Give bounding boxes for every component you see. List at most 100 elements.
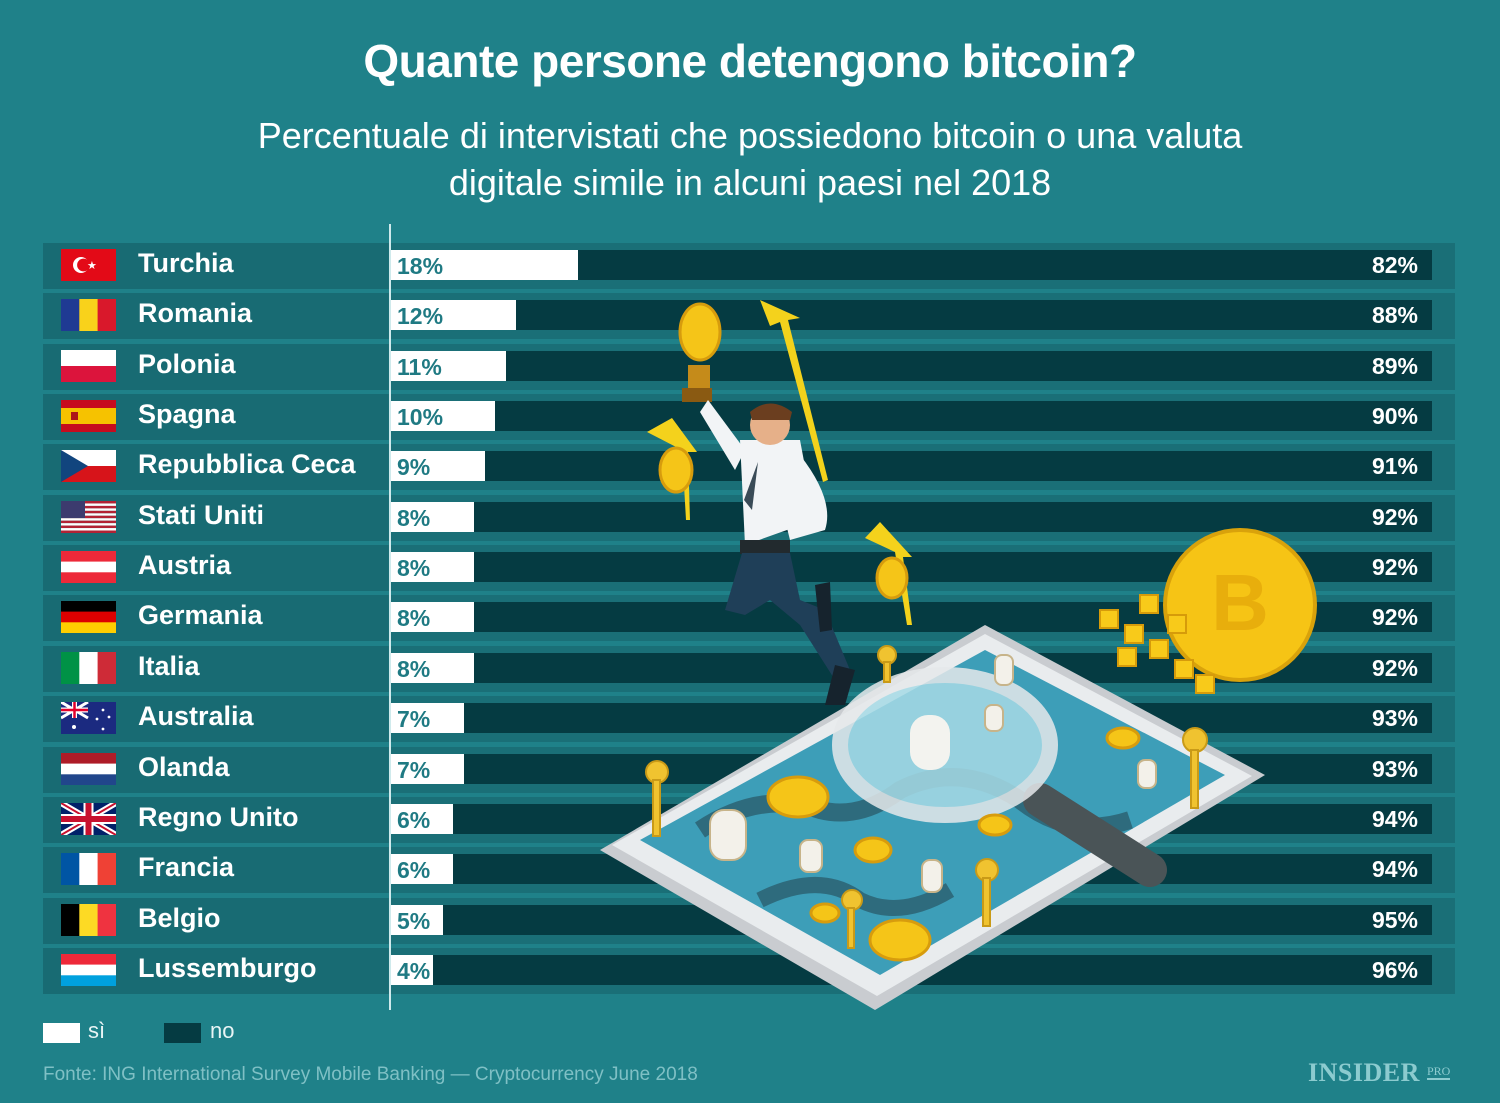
country-label: Belgio bbox=[138, 902, 221, 933]
value-label-no: 88% bbox=[1371, 302, 1418, 329]
poland-flag-icon bbox=[61, 349, 116, 382]
value-label-no: 96% bbox=[1371, 956, 1418, 983]
value-label-yes: 11% bbox=[397, 353, 442, 380]
value-label-yes: 8% bbox=[397, 605, 431, 632]
value-label-no: 95% bbox=[1371, 906, 1418, 933]
country-label: Polonia bbox=[138, 348, 236, 379]
value-label-yes: 8% bbox=[397, 504, 431, 531]
value-label-no: 92% bbox=[1371, 554, 1418, 581]
value-label-no: 94% bbox=[1371, 856, 1418, 883]
bar-no bbox=[443, 904, 1432, 935]
luxembourg-flag-icon bbox=[61, 953, 116, 986]
value-label-no: 94% bbox=[1371, 805, 1418, 832]
bar-yes bbox=[391, 854, 454, 885]
country-label: Olanda bbox=[138, 751, 230, 782]
country-label: Turchia bbox=[138, 248, 234, 278]
subtitle-line-1: Percentuale di intervistati che possiedo… bbox=[257, 115, 1243, 156]
bar-yes bbox=[391, 401, 496, 432]
brand-logo-suffix: PRO bbox=[1427, 1064, 1451, 1080]
belgium-flag-icon bbox=[61, 903, 116, 936]
legend-label-no: no bbox=[210, 1018, 235, 1043]
bar-yes bbox=[391, 954, 433, 985]
bar-no bbox=[432, 954, 1432, 985]
value-label-yes: 7% bbox=[397, 756, 431, 783]
legend-swatch-yes bbox=[43, 1023, 80, 1043]
bar-yes bbox=[391, 803, 454, 834]
czech-flag-icon bbox=[61, 450, 116, 483]
bar-yes bbox=[391, 753, 464, 784]
bar-yes bbox=[391, 652, 475, 683]
value-label-no: 90% bbox=[1371, 403, 1418, 430]
bar-no bbox=[515, 300, 1432, 331]
uk-flag-icon bbox=[61, 802, 116, 835]
bar-no bbox=[474, 552, 1432, 583]
brand-logo: INSIDER bbox=[1308, 1058, 1420, 1087]
austria-flag-icon bbox=[61, 551, 116, 584]
value-label-yes: 5% bbox=[397, 907, 431, 934]
romania-flag-icon bbox=[61, 299, 116, 332]
subtitle-line-2: digitale simile in alcuni paesi nel 2018 bbox=[448, 162, 1052, 203]
bar-no bbox=[505, 350, 1432, 381]
chart-subtitle: Percentuale di intervistati che possiedo… bbox=[0, 112, 1500, 206]
chart-title: Quante persone detengono bitcoin? bbox=[363, 35, 1137, 87]
bar-no bbox=[463, 753, 1432, 784]
country-label: Regno Unito bbox=[138, 801, 299, 832]
value-label-yes: 12% bbox=[397, 303, 444, 330]
country-label: Spagna bbox=[138, 399, 236, 430]
germany-flag-icon bbox=[61, 601, 116, 634]
france-flag-icon bbox=[61, 853, 116, 886]
bar-yes bbox=[391, 552, 475, 583]
bar-no bbox=[578, 250, 1432, 280]
bar-no bbox=[463, 703, 1432, 734]
value-label-yes: 9% bbox=[397, 454, 431, 481]
bar-no bbox=[453, 803, 1432, 834]
bar-no bbox=[484, 451, 1432, 482]
bar-no bbox=[495, 401, 1432, 432]
value-label-no: 93% bbox=[1371, 705, 1418, 732]
value-label-no: 92% bbox=[1371, 604, 1418, 631]
value-label-no: 92% bbox=[1371, 503, 1418, 530]
value-label-yes: 6% bbox=[397, 857, 431, 884]
value-label-no: 89% bbox=[1371, 352, 1418, 379]
country-label: Romania bbox=[138, 298, 253, 329]
source-note: Fonte: ING International Survey Mobile B… bbox=[43, 1064, 698, 1085]
italy-flag-icon bbox=[61, 651, 116, 684]
country-label: Italia bbox=[138, 650, 200, 681]
country-label: Francia bbox=[138, 852, 235, 883]
bar-no bbox=[453, 854, 1432, 885]
bar-no bbox=[474, 501, 1432, 532]
country-label: Stati Uniti bbox=[138, 499, 264, 530]
axis-line bbox=[389, 224, 391, 1010]
value-label-no: 91% bbox=[1371, 453, 1418, 480]
value-label-yes: 8% bbox=[397, 555, 431, 582]
value-label-yes: 4% bbox=[397, 957, 431, 984]
value-label-no: 93% bbox=[1371, 755, 1418, 782]
bar-yes bbox=[391, 501, 475, 532]
usa-flag-icon bbox=[61, 500, 116, 533]
bar-no bbox=[474, 652, 1432, 683]
turkey-flag-icon: ★ bbox=[61, 249, 116, 281]
legend-swatch-no bbox=[164, 1023, 201, 1043]
country-label: Repubblica Ceca bbox=[138, 449, 356, 480]
value-label-yes: 6% bbox=[397, 806, 431, 833]
bar-yes bbox=[391, 602, 475, 633]
svg-text:★: ★ bbox=[87, 260, 97, 272]
value-label-yes: 7% bbox=[397, 706, 431, 733]
bar-no bbox=[474, 602, 1432, 633]
bar-yes bbox=[391, 703, 464, 734]
country-label: Australia bbox=[138, 701, 254, 732]
bar-yes bbox=[391, 451, 485, 482]
australia-flag-icon bbox=[61, 702, 116, 735]
country-label: Austria bbox=[138, 550, 232, 581]
bar-yes bbox=[391, 300, 516, 331]
legend-label-yes: sì bbox=[88, 1018, 106, 1043]
country-label: Germania bbox=[138, 600, 263, 631]
bar-yes bbox=[391, 904, 444, 935]
netherlands-flag-icon bbox=[61, 752, 116, 785]
value-label-yes: 10% bbox=[397, 404, 444, 431]
bar-yes bbox=[391, 250, 579, 280]
spain-flag-icon bbox=[61, 400, 116, 433]
bar-yes bbox=[391, 350, 506, 381]
value-label-yes: 8% bbox=[397, 655, 431, 682]
value-label-no: 92% bbox=[1371, 654, 1418, 681]
